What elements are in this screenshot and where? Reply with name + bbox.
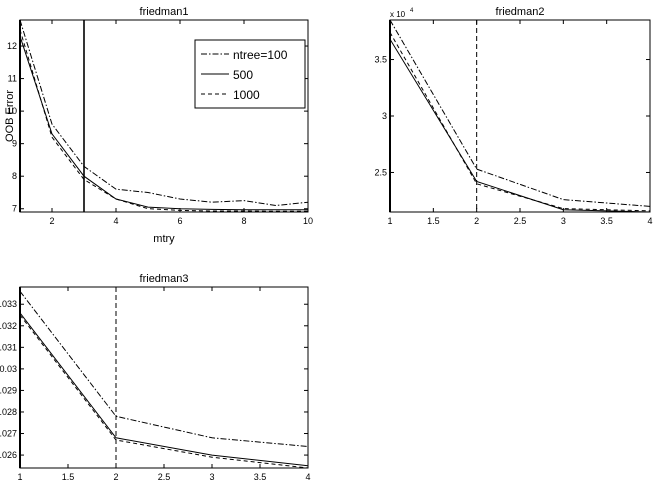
- legend-label-3: 1000: [233, 88, 260, 102]
- y-tick-label: 0.032: [0, 321, 17, 331]
- x-tick-label: 2: [474, 216, 479, 226]
- x-tick-label: 10: [303, 216, 313, 226]
- series-group: [20, 290, 308, 468]
- x-tick-label: 3.5: [254, 472, 267, 482]
- x-tick-label: 4: [647, 216, 652, 226]
- series-line-3: [390, 32, 650, 212]
- series-line-1: [20, 290, 308, 447]
- chart-1: 2 4 6 8 10 7 8 9 10 11 12 friedman1 mtry OOB Error ntr…: [4, 6, 313, 245]
- chart-title: friedman1: [140, 6, 189, 18]
- x-tick-label: 3.5: [600, 216, 613, 226]
- y-tick-label: 2.5: [374, 167, 387, 177]
- series-line-2: [390, 38, 650, 212]
- x-tick-label: 4: [305, 472, 310, 482]
- x-tick-label: 3: [209, 472, 214, 482]
- y-tick-label: 0.031: [0, 342, 17, 352]
- x-tick-label: 2: [49, 216, 54, 226]
- x-tick-label: 1.5: [427, 216, 440, 226]
- y-tick-label: 0.027: [0, 429, 17, 439]
- y-tick-label: 10: [7, 106, 17, 116]
- chart-title: friedman2: [496, 6, 545, 18]
- chart-title: friedman3: [140, 273, 189, 285]
- legend-label-2: 500: [233, 68, 253, 82]
- y-tick-label: 7: [12, 204, 17, 214]
- y-tick-label: 0.03: [0, 364, 17, 374]
- y-tick-label: 3: [382, 111, 387, 121]
- axes-box: [389, 19, 651, 213]
- legend: ntree=100 500 1000: [194, 39, 306, 109]
- x-tick-label: 6: [177, 216, 182, 226]
- x-tick-label: 3: [561, 216, 566, 226]
- y-tick-label: 9: [12, 139, 17, 149]
- y-axis-label: OOB Error: [4, 90, 16, 142]
- y-tick-label: 11: [8, 74, 17, 84]
- x-tick-label: 2: [113, 472, 118, 482]
- y-tick-label: 0.028: [0, 407, 17, 417]
- series-line-2: [20, 312, 308, 467]
- x-tick-label: 1: [387, 216, 392, 226]
- axes-box: [19, 286, 309, 469]
- chart-2: 1 1.5 2 2.5 3 3.5 4 2.5 3 3.5 friedman2 x 10 4: [374, 6, 652, 226]
- series-line-2: [20, 36, 308, 211]
- x-tick-label: 1: [17, 472, 22, 482]
- chart-3: 1 1.5 2 2.5 3 3.5 4 0.026 0.027 0.028 0.029 0.03 0.0…: [0, 273, 311, 482]
- y-tick-label: 0.026: [0, 450, 17, 460]
- series-line-3: [20, 29, 308, 212]
- y-tick-label: 0.033: [0, 299, 17, 309]
- x-tick-label: 2.5: [514, 216, 527, 226]
- x-tick-label: 2.5: [158, 472, 171, 482]
- series-line-1: [20, 20, 308, 207]
- legend-label-1: ntree=100: [233, 48, 288, 62]
- y-tick-label: 12: [7, 41, 17, 51]
- x-tick-label: 8: [241, 216, 246, 226]
- series-line-3: [20, 314, 308, 468]
- series-line-1: [390, 20, 650, 207]
- y-tick-label: 3.5: [374, 55, 387, 65]
- x-tick-label: 1.5: [62, 472, 75, 482]
- y-exponent-power: 4: [410, 8, 414, 14]
- x-axis-label: mtry: [153, 233, 175, 245]
- y-tick-label: 0.029: [0, 385, 17, 395]
- y-exponent-label: x 10: [390, 10, 406, 19]
- series-group: [390, 20, 650, 212]
- x-tick-label: 4: [113, 216, 118, 226]
- series-group: [20, 20, 308, 212]
- y-tick-label: 8: [12, 171, 17, 181]
